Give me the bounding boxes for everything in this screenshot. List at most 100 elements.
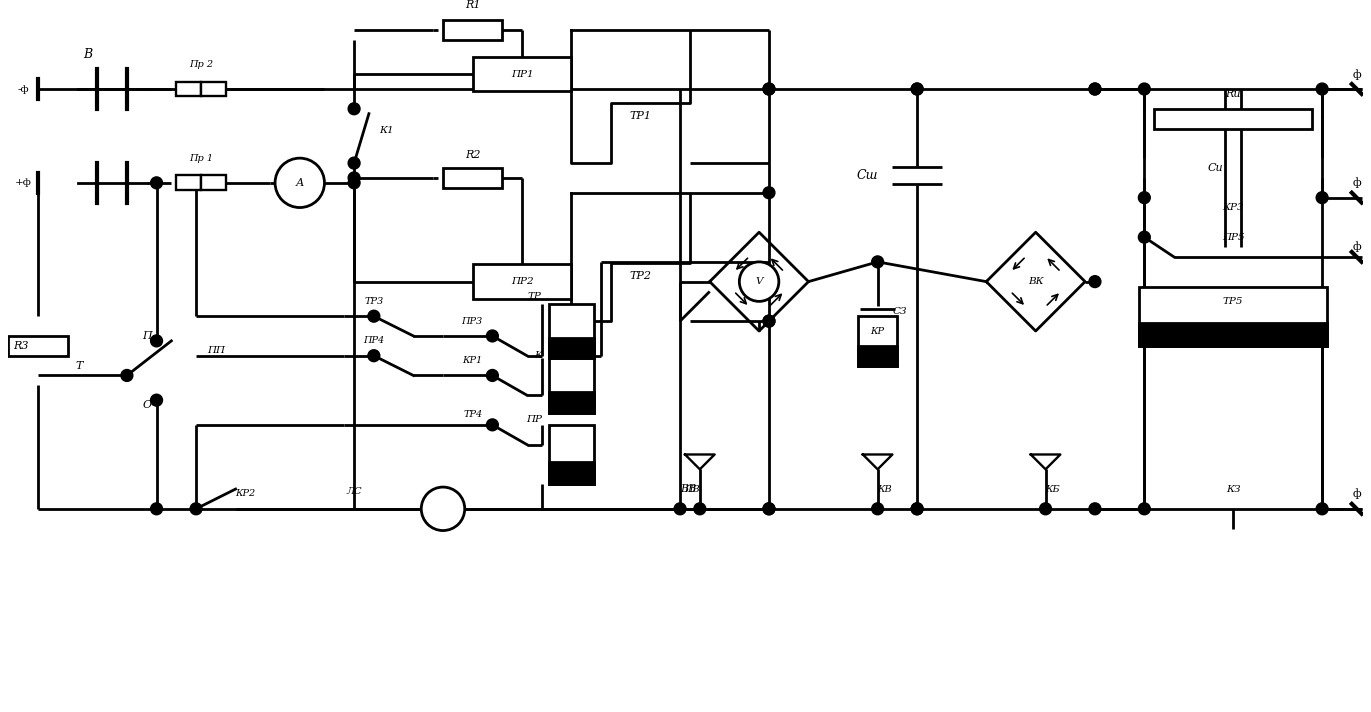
Text: V: V bbox=[755, 277, 762, 286]
Text: ПР4: ПР4 bbox=[363, 336, 384, 345]
Circle shape bbox=[912, 83, 923, 95]
Text: Пр 1: Пр 1 bbox=[189, 154, 213, 162]
Circle shape bbox=[764, 503, 775, 515]
Text: КР1: КР1 bbox=[462, 356, 483, 365]
Circle shape bbox=[348, 103, 361, 115]
Circle shape bbox=[764, 315, 775, 327]
Circle shape bbox=[872, 503, 883, 515]
Text: ТР3: ТР3 bbox=[365, 297, 384, 306]
Circle shape bbox=[739, 262, 779, 301]
Text: ПВ: ПВ bbox=[684, 485, 699, 493]
Bar bbox=[550, 358, 594, 412]
Text: П: П bbox=[141, 331, 152, 341]
Bar bbox=[550, 392, 594, 412]
Circle shape bbox=[348, 172, 361, 184]
Text: Rи: Rи bbox=[1226, 89, 1241, 99]
Circle shape bbox=[1138, 503, 1150, 515]
Text: R3: R3 bbox=[14, 341, 29, 351]
Circle shape bbox=[191, 503, 202, 515]
Text: ПР: ПР bbox=[525, 415, 542, 424]
Bar bbox=[550, 461, 594, 484]
Bar bbox=[443, 168, 502, 188]
Circle shape bbox=[421, 487, 465, 530]
Circle shape bbox=[912, 503, 923, 515]
Bar bbox=[473, 57, 572, 91]
Bar bbox=[177, 175, 202, 190]
Text: ф: ф bbox=[1352, 177, 1361, 188]
Text: R1: R1 bbox=[465, 0, 480, 10]
Text: ТР: ТР bbox=[528, 292, 542, 301]
Text: КР3: КР3 bbox=[1223, 203, 1243, 212]
Text: КБ: КБ bbox=[1046, 485, 1060, 493]
Text: Т: Т bbox=[75, 360, 82, 370]
Circle shape bbox=[764, 83, 775, 95]
Text: ВВ: ВВ bbox=[680, 484, 696, 494]
Bar bbox=[1139, 323, 1327, 346]
Circle shape bbox=[367, 310, 380, 322]
Circle shape bbox=[1089, 276, 1101, 288]
Circle shape bbox=[348, 177, 361, 189]
Text: Си: Си bbox=[1208, 163, 1223, 173]
Text: КВ: КВ bbox=[877, 485, 893, 493]
Circle shape bbox=[872, 256, 883, 268]
Text: ВК: ВК bbox=[1028, 277, 1043, 286]
Bar bbox=[858, 346, 898, 365]
Text: ф: ф bbox=[1352, 241, 1361, 253]
Circle shape bbox=[1138, 231, 1150, 243]
Text: К1: К1 bbox=[378, 127, 393, 135]
Circle shape bbox=[1039, 503, 1052, 515]
Circle shape bbox=[764, 503, 775, 515]
Bar bbox=[858, 316, 898, 365]
Circle shape bbox=[1089, 503, 1101, 515]
Text: ПР2: ПР2 bbox=[511, 277, 533, 286]
Circle shape bbox=[1089, 83, 1101, 95]
Circle shape bbox=[675, 503, 686, 515]
Circle shape bbox=[276, 158, 325, 207]
Text: С3: С3 bbox=[893, 307, 908, 315]
Circle shape bbox=[1316, 83, 1328, 95]
Text: КР: КР bbox=[871, 327, 884, 335]
Text: КЗ: КЗ bbox=[1226, 485, 1241, 493]
Text: В: В bbox=[82, 48, 92, 61]
Circle shape bbox=[912, 503, 923, 515]
Bar bbox=[443, 20, 502, 40]
Text: ТР1: ТР1 bbox=[629, 111, 651, 122]
Circle shape bbox=[764, 187, 775, 199]
Bar bbox=[550, 425, 594, 484]
Text: -ф: -ф bbox=[18, 85, 29, 93]
Text: ТР5: ТР5 bbox=[1223, 297, 1243, 306]
Text: О: О bbox=[143, 400, 151, 410]
Bar bbox=[177, 82, 202, 96]
Bar bbox=[550, 304, 594, 358]
Circle shape bbox=[487, 330, 498, 342]
Text: ф: ф bbox=[1352, 69, 1361, 80]
Circle shape bbox=[151, 177, 163, 189]
Bar bbox=[1154, 109, 1312, 128]
Bar bbox=[202, 82, 226, 96]
Text: ПР3: ПР3 bbox=[461, 317, 483, 325]
Circle shape bbox=[1316, 192, 1328, 204]
Text: К: К bbox=[533, 351, 542, 360]
Circle shape bbox=[348, 157, 361, 169]
Bar bbox=[473, 264, 572, 299]
Text: ЛС: ЛС bbox=[347, 486, 362, 496]
Text: ТР4: ТР4 bbox=[463, 411, 483, 419]
Text: ПР1: ПР1 bbox=[511, 70, 533, 79]
Circle shape bbox=[912, 83, 923, 95]
Text: ПР5: ПР5 bbox=[1222, 233, 1245, 241]
Circle shape bbox=[151, 335, 163, 347]
Circle shape bbox=[151, 394, 163, 406]
Text: Пр 2: Пр 2 bbox=[189, 60, 213, 69]
Circle shape bbox=[487, 419, 498, 431]
Circle shape bbox=[1316, 503, 1328, 515]
Text: R2: R2 bbox=[465, 150, 480, 160]
Circle shape bbox=[121, 370, 133, 382]
Text: А: А bbox=[296, 178, 304, 188]
Text: ПП: ПП bbox=[207, 346, 225, 355]
Text: КР2: КР2 bbox=[236, 489, 255, 498]
Circle shape bbox=[1138, 83, 1150, 95]
Text: ТР2: ТР2 bbox=[629, 271, 651, 281]
Circle shape bbox=[1138, 192, 1150, 204]
Bar bbox=[1139, 286, 1327, 346]
Text: Сш: Сш bbox=[856, 169, 877, 182]
